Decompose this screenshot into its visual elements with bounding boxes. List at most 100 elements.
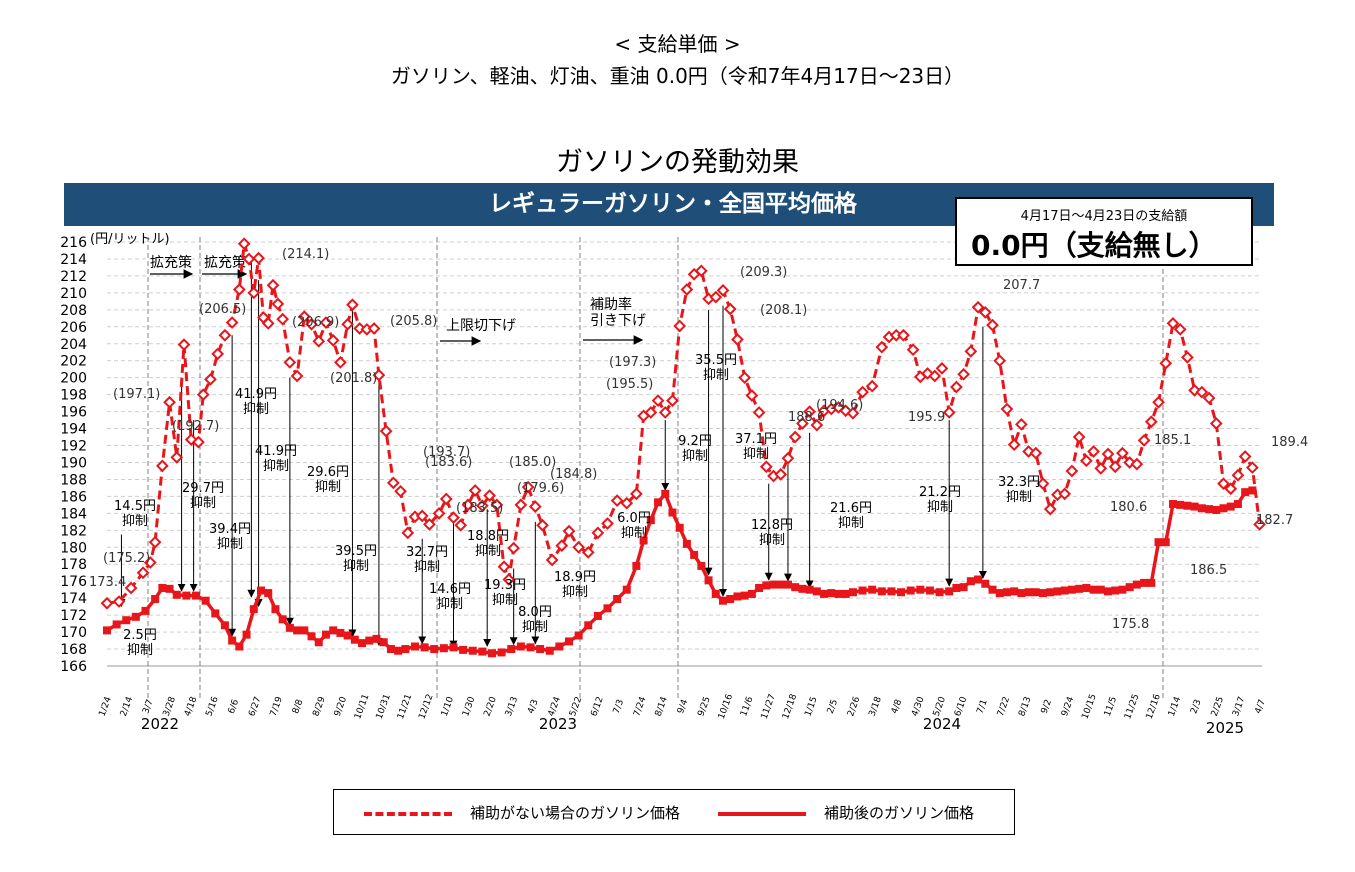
x-tick-label: 10/11 <box>353 693 371 721</box>
suppression-label: 19.3円抑制 <box>484 578 526 608</box>
data-point-subsidized <box>300 626 309 635</box>
x-tick-label: 11/25 <box>1123 693 1141 721</box>
x-tick-label: 8/29 <box>311 695 327 718</box>
data-point-subsidized <box>1226 502 1235 511</box>
data-point-unsubsidized <box>1152 395 1165 409</box>
data-point-subsidized <box>1197 504 1206 513</box>
price-data-label: 207.7 <box>1003 278 1040 293</box>
x-tick-label: 4/7 <box>1254 698 1268 715</box>
data-point-subsidized <box>682 539 691 548</box>
y-tick-label: 186 <box>60 489 87 505</box>
data-point-subsidized <box>639 536 648 545</box>
data-point-subsidized <box>285 623 294 632</box>
series-line-subsidized <box>106 488 1253 656</box>
data-point-subsidized <box>1017 589 1026 598</box>
suppression-label: 2.5円抑制 <box>123 628 157 658</box>
data-point-unsubsidized <box>379 424 393 438</box>
data-point-unsubsidized <box>1108 460 1122 474</box>
data-point-unsubsidized <box>1072 430 1086 444</box>
x-tick-label: 3/13 <box>504 696 520 718</box>
y-tick-label: 178 <box>60 557 87 573</box>
data-point-subsidized <box>762 581 771 590</box>
y-tick-label: 180 <box>60 540 87 556</box>
data-point-unsubsidized <box>581 546 595 559</box>
data-point-subsidized <box>584 621 593 630</box>
data-point-unsubsidized <box>528 500 542 513</box>
data-point-subsidized <box>1082 583 1091 592</box>
data-point-subsidized <box>165 584 174 593</box>
data-point-subsidized <box>827 589 836 598</box>
suppression-label: 35.5円抑制 <box>695 353 737 383</box>
data-point-unsubsidized <box>218 328 232 342</box>
data-point-subsidized <box>394 646 403 655</box>
data-point-unsubsidized <box>950 380 963 394</box>
data-point-unsubsidized <box>723 302 737 316</box>
subsidy-unit-detail: ガソリン、軽油、灯油、重油 0.0円（令和7年4月17日～23日） <box>390 64 965 88</box>
data-point-unsubsidized <box>468 484 482 497</box>
x-tick-label: 5/16 <box>204 695 220 718</box>
data-point-unsubsidized <box>196 388 210 402</box>
data-point-subsidized <box>935 588 944 597</box>
price-data-label: 188.6 <box>788 410 825 425</box>
data-point-unsubsidized <box>261 317 275 330</box>
data-point-subsidized <box>1089 585 1098 594</box>
x-tick-label: 1/10 <box>440 695 456 718</box>
data-point-subsidized <box>1002 588 1011 597</box>
data-point-subsidized <box>242 630 251 639</box>
price-data-label: 185.1 <box>1154 433 1191 448</box>
y-tick-label: 216 <box>60 235 87 251</box>
data-point-subsidized <box>321 630 330 639</box>
price-data-label: (209.3) <box>740 265 787 280</box>
data-point-subsidized <box>1104 587 1112 596</box>
data-point-subsidized <box>1075 584 1084 593</box>
suppression-label: 29.6円抑制 <box>307 465 349 495</box>
data-point-unsubsidized <box>978 306 992 319</box>
data-point-unsubsidized <box>143 556 157 569</box>
data-point-unsubsidized <box>232 283 246 296</box>
x-tick-label: 10/15 <box>1080 693 1098 721</box>
data-point-subsidized <box>841 589 850 598</box>
data-point-unsubsidized <box>796 417 809 430</box>
data-point-subsidized <box>131 612 140 621</box>
subsidy-period-caption: 4月17日～4月23日の支給額 <box>1020 209 1188 224</box>
x-tick-label: 2/20 <box>483 695 499 718</box>
data-point-unsubsidized <box>514 498 528 512</box>
y-tick-label: 184 <box>60 506 87 522</box>
data-point-unsubsidized <box>971 300 985 314</box>
data-point-subsidized <box>151 595 160 604</box>
data-point-subsidized <box>271 605 280 614</box>
y-tick-label: 194 <box>60 422 87 438</box>
data-point-unsubsidized <box>1159 356 1173 370</box>
suppression-label: 18.8円抑制 <box>467 529 509 559</box>
legend-solid-label: 補助後のガソリン価格 <box>824 804 975 822</box>
data-point-subsidized <box>350 635 359 644</box>
year-label: 2022 <box>141 715 179 733</box>
x-tick-label: 11/21 <box>396 693 414 721</box>
data-point-subsidized <box>1118 585 1127 594</box>
x-tick-label: 4/3 <box>526 698 540 715</box>
x-tick-label: 12/16 <box>1145 693 1163 721</box>
data-point-subsidized <box>358 639 367 648</box>
x-tick-label: 12/18 <box>781 693 799 721</box>
data-point-unsubsidized <box>1202 391 1216 405</box>
data-point-unsubsidized <box>360 322 374 336</box>
data-point-unsubsidized <box>810 418 824 432</box>
data-point-subsidized <box>235 642 244 651</box>
data-point-unsubsidized <box>177 338 191 351</box>
data-point-unsubsidized <box>1173 322 1187 336</box>
data-point-unsubsidized <box>1058 487 1072 501</box>
price-data-label: (201.8) <box>330 371 377 386</box>
data-point-subsidized <box>755 583 764 592</box>
legend: 補助がない場合のガソリン価格 補助後のガソリン価格 <box>333 789 1015 835</box>
data-point-subsidized <box>459 645 468 654</box>
data-point-subsidized <box>1024 588 1033 597</box>
data-point-unsubsidized <box>124 581 138 595</box>
x-tick-label: 4/18 <box>183 695 199 718</box>
y-tick-label: 166 <box>60 659 87 675</box>
data-point-unsubsidized <box>461 498 475 512</box>
data-point-unsubsidized <box>326 334 340 347</box>
data-point-subsidized <box>834 589 843 598</box>
data-point-subsidized <box>365 636 374 645</box>
data-point-unsubsidized <box>942 406 956 419</box>
